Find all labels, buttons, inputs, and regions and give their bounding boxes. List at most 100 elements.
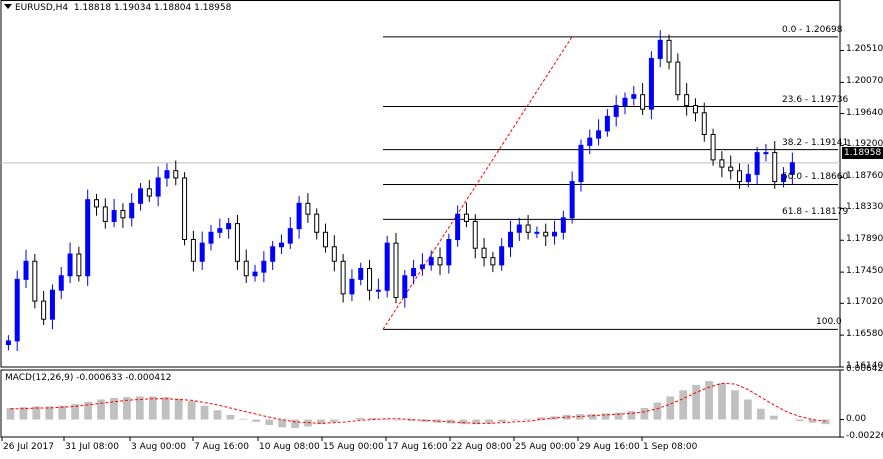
candle-body <box>411 267 417 277</box>
low-value: 1.18804 <box>154 3 192 13</box>
candle-body <box>102 206 108 222</box>
open-value: 1.18818 <box>73 3 112 13</box>
candle-body <box>763 152 769 155</box>
time-axis-label: 10 Aug 08:00 <box>259 442 320 452</box>
candle-body <box>446 239 452 266</box>
candle-body <box>340 260 346 295</box>
macd-axis-label: -0.002266 <box>846 431 883 442</box>
candle-body <box>375 289 381 292</box>
candle-body <box>516 224 522 233</box>
candle-body <box>675 61 681 96</box>
candle-body <box>728 166 734 172</box>
candle-body <box>138 188 144 204</box>
candle-body <box>243 260 249 277</box>
candle-body <box>278 242 284 248</box>
candle-body <box>164 170 170 179</box>
candle-body <box>270 246 276 262</box>
price-axis-label: 1.16580 <box>846 329 883 340</box>
candle-body <box>525 224 531 233</box>
candle-body <box>208 231 214 244</box>
candle-body <box>543 231 549 237</box>
candle-body <box>85 199 91 277</box>
candle-body <box>402 275 408 298</box>
candle-body <box>481 247 487 259</box>
candle-body <box>534 231 540 234</box>
price-panel-border <box>0 0 841 368</box>
price-axis-label: 1.17890 <box>846 234 883 245</box>
candle-body <box>692 105 698 114</box>
macd-main-value: -0.000633 <box>76 373 123 383</box>
time-axis-label: 29 Aug 16:00 <box>579 442 640 452</box>
candle-body <box>613 105 619 117</box>
candle-body <box>41 300 47 320</box>
time-axis-label: 25 Aug 00:00 <box>515 442 576 452</box>
candle-body <box>120 210 126 219</box>
time-axis-label: 17 Aug 16:00 <box>387 442 448 452</box>
price-axis-label: 1.18760 <box>846 171 883 182</box>
candle-body <box>648 57 654 110</box>
fib-level-label: 38.2 - 1.19141 <box>782 137 849 148</box>
candle-body <box>58 275 64 291</box>
time-axis-label: 22 Aug 08:00 <box>451 442 512 452</box>
candle-body <box>455 213 461 241</box>
price-axis-label: 1.16140 <box>846 361 883 371</box>
fib-level-label: 50.0 - 1.18660 <box>782 172 849 183</box>
candle-body <box>323 231 329 248</box>
price-axis-label: 1.18330 <box>846 202 883 213</box>
candle-body <box>173 170 179 179</box>
price-axis-label: 1.19200 <box>846 139 883 150</box>
symbol-label: EURUSD,H4 <box>15 3 69 13</box>
candle-body <box>49 289 55 320</box>
price-axis-label: 1.19640 <box>846 107 883 118</box>
candle-body <box>234 223 240 262</box>
candle-body <box>710 134 716 161</box>
macd-panel-border <box>0 369 841 438</box>
macd-axis-label: 0.006425 <box>846 363 883 374</box>
candle-body <box>146 188 152 197</box>
price-axis-label: 1.17020 <box>846 297 883 308</box>
time-axis-label: 1 Sep 08:00 <box>643 442 698 452</box>
candle-body <box>604 115 610 132</box>
current-price-box: 1.18958 <box>842 147 883 159</box>
time-axis-label: 26 Jul 2017 <box>3 442 54 452</box>
candle-body <box>463 213 469 222</box>
candle-body <box>23 260 29 280</box>
candle-body <box>358 267 364 280</box>
fib-trend-line <box>382 36 573 330</box>
candle-body <box>657 39 663 59</box>
candle-body <box>93 199 99 208</box>
candle-body <box>701 112 707 136</box>
candle-body <box>631 94 637 99</box>
price-axis-label: 1.20510 <box>846 44 883 55</box>
macd-header: MACD(12,26,9) -0.000633 -0.000412 <box>5 373 172 384</box>
candle-body <box>754 152 760 175</box>
candle-body <box>217 228 223 233</box>
candle-body <box>349 278 355 295</box>
candle-body <box>587 137 593 146</box>
candle-body <box>781 173 787 183</box>
candle-body <box>719 159 725 168</box>
candle-body <box>32 260 38 302</box>
candle-body <box>419 264 425 269</box>
candle-body <box>560 217 566 233</box>
time-axis-label: 15 Aug 00:00 <box>323 442 384 452</box>
candle-body <box>129 202 135 219</box>
macd-axis-label: 0.00 <box>846 413 867 424</box>
close-value: 1.18958 <box>194 3 232 13</box>
menu-triangle-icon[interactable] <box>4 4 12 9</box>
candle-body <box>261 260 267 273</box>
candle-body <box>76 253 82 277</box>
candle-body <box>428 257 434 266</box>
candle-body <box>666 39 672 63</box>
candle-body <box>190 239 196 262</box>
candle-body <box>772 152 778 183</box>
candle-body <box>499 246 505 266</box>
time-axis-label: 3 Aug 00:00 <box>131 442 186 452</box>
fib-level-label: 100.0 <box>816 317 842 328</box>
macd-label: MACD(12,26,9) <box>5 373 74 383</box>
candle-body <box>331 246 337 262</box>
candle-body <box>252 271 258 277</box>
fib-level-label: 61.8 - 1.18179 <box>782 207 849 218</box>
